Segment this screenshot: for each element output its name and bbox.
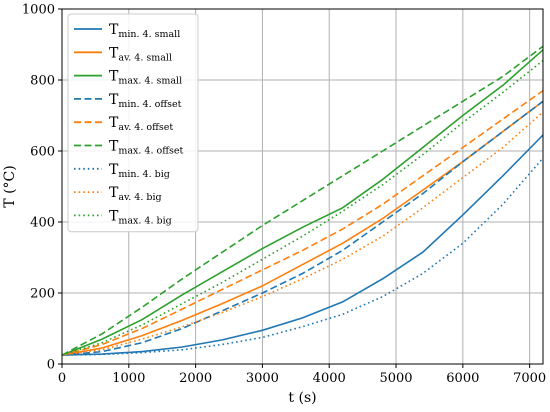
legend-entry-main: T xyxy=(109,45,119,61)
legend-entry-main: T xyxy=(109,22,119,38)
y-tick-label: 600 xyxy=(30,145,55,160)
series-line-av-4-big xyxy=(61,111,544,356)
series-line-min-4-offset xyxy=(61,100,544,356)
y-axis-label: T (°C) xyxy=(2,165,18,207)
legend-entry: Tmax. 4. small xyxy=(109,69,182,87)
legend-entry-main: T xyxy=(109,69,119,85)
legend-entry: Tmin. 4. big xyxy=(109,162,170,180)
legend-entry: Tmin. 4. small xyxy=(109,22,180,40)
x-tick-label: 7000 xyxy=(513,371,546,386)
x-tick-label: 3000 xyxy=(246,371,279,386)
legend-entry-main: T xyxy=(109,115,119,131)
x-tick-label: 4000 xyxy=(313,371,346,386)
legend-entry-sub: min. 4. big xyxy=(118,169,170,180)
legend-entry-main: T xyxy=(109,92,119,108)
series-line-min-4-small xyxy=(61,134,544,356)
y-tick-label: 1000 xyxy=(22,3,55,18)
legend-entry: Tav. 4. small xyxy=(109,45,172,63)
legend-entry-sub: av. 4. big xyxy=(118,192,161,203)
legend-entry-main: T xyxy=(109,208,119,224)
series-line-max-4-offset xyxy=(61,45,544,356)
series-line-max-4-big xyxy=(61,59,544,356)
legend-entry-sub: av. 4. small xyxy=(118,52,172,63)
x-tick-label: 6000 xyxy=(446,371,479,386)
legend-entry-sub: max. 4. big xyxy=(118,215,171,226)
legend-entry: Tav. 4. big xyxy=(109,185,162,203)
legend-entry: Tav. 4. offset xyxy=(109,115,173,133)
series-lines xyxy=(61,45,544,356)
legend-entry-main: T xyxy=(109,139,119,155)
legend-entry-sub: max. 4. offset xyxy=(118,146,183,157)
series-line-av-4-offset xyxy=(61,89,544,356)
legend-entry: Tmin. 4. offset xyxy=(109,92,182,110)
legend-entry-main: T xyxy=(109,185,119,201)
y-tick-label: 0 xyxy=(47,358,55,373)
legend-entry-sub: min. 4. small xyxy=(118,29,180,40)
plot-frame xyxy=(61,8,544,365)
x-tick-label: 2000 xyxy=(179,371,212,386)
y-tick-label: 400 xyxy=(30,216,55,231)
x-axis-label: t (s) xyxy=(288,390,316,406)
x-tick-label: 1000 xyxy=(112,371,145,386)
legend-entry: Tmax. 4. big xyxy=(109,208,172,226)
y-tick-label: 200 xyxy=(30,287,55,302)
axis-ticks: 0 1000 2000 3000 4000 5000 6000 7000 0 200 400 600 8… xyxy=(22,3,546,387)
legend-entry-main: T xyxy=(109,162,119,178)
legend-entry-sub: max. 4. small xyxy=(118,76,182,87)
y-tick-label: 800 xyxy=(30,74,55,89)
legend-entry-sub: av. 4. offset xyxy=(118,122,173,133)
legend-entry: Tmax. 4. offset xyxy=(109,139,183,157)
x-tick-label: 5000 xyxy=(379,371,412,386)
legend-entry-sub: min. 4. offset xyxy=(118,99,181,110)
legend-box xyxy=(67,13,199,233)
series-line-max-4-small xyxy=(61,49,544,356)
x-tick-label: 0 xyxy=(58,371,66,386)
